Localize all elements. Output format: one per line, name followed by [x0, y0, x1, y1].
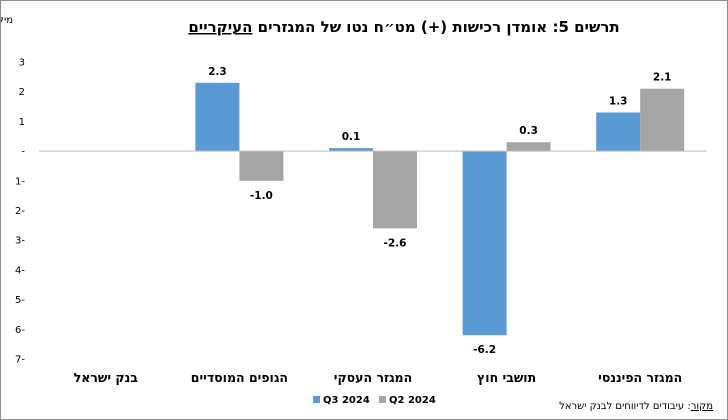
y-tick-label: 3 [19, 58, 25, 69]
category-labels: המגזר הפיננסי תושבי חוץ המגזר העסקי הגופים … [74, 370, 683, 385]
chart-title-emphasis: העיקריים [188, 18, 252, 36]
category-label: המגזר העסקי [334, 370, 412, 385]
y-axis-unit: מיליארדי $ [1, 15, 13, 26]
legend-label: Q2 2024 [389, 395, 436, 406]
bar-q3-2024 [462, 151, 507, 336]
legend: Q3 2024 Q2 2024 [313, 395, 436, 406]
y-tick-label: 2- [15, 206, 25, 217]
chart-title: תרשים 5: אומדן רכישות (+) מט״ח נטו של המ… [188, 18, 619, 36]
legend-swatch [313, 396, 320, 403]
data-label: -2.6 [384, 237, 407, 249]
data-label: 1.3 [609, 95, 628, 107]
y-tick-label: 4- [15, 265, 25, 276]
source-rest: : עיבודים לדיווחים לבנק ישראל [559, 401, 691, 412]
data-label: -1.0 [250, 190, 273, 202]
data-label: -6.2 [473, 344, 496, 356]
y-tick-label: 6- [15, 325, 25, 336]
y-tick-label: 2 [19, 87, 25, 98]
y-tick-label: 3- [15, 236, 25, 247]
bar-q3-2024 [596, 112, 641, 152]
y-tick-label: 7- [15, 355, 25, 366]
bar-q2-2024 [506, 142, 551, 152]
y-axis-ticks: 321-1-2-3-4-5-6-7- [15, 58, 25, 366]
bar-q3-2024 [195, 82, 240, 152]
category-label: תושבי חוץ [477, 370, 536, 385]
y-tick-label: 5- [15, 295, 25, 306]
chart-title-main: תרשים 5: אומדן רכישות (+) מט״ח נטו של המ… [252, 18, 619, 36]
category-label: המגזר הפיננסי [598, 370, 682, 385]
source-note: מקור: עיבודים לדיווחים לבנק ישראל [559, 401, 713, 412]
data-labels: 1.3 2.1 -6.2 0.3 0.1 -2.6 2.3 -1.0 [208, 66, 671, 356]
bar-q2-2024 [640, 88, 685, 152]
category-label: בנק ישראל [74, 370, 139, 385]
bars [195, 82, 685, 336]
legend-label: Q3 2024 [323, 395, 370, 406]
category-label: הגופים המוסדיים [191, 370, 288, 385]
bar-q2-2024 [239, 151, 284, 181]
bar-q2-2024 [373, 151, 417, 229]
data-label: 0.3 [519, 125, 538, 137]
y-tick-label: - [21, 147, 25, 158]
legend-swatch [379, 396, 386, 403]
data-label: 2.1 [653, 72, 672, 84]
data-label: 0.1 [342, 131, 361, 143]
bar-q3-2024 [329, 148, 373, 152]
y-tick-label: 1 [19, 117, 25, 128]
source-word: מקור [691, 401, 713, 412]
y-tick-label: 1- [15, 176, 25, 187]
data-label: 2.3 [208, 66, 227, 78]
